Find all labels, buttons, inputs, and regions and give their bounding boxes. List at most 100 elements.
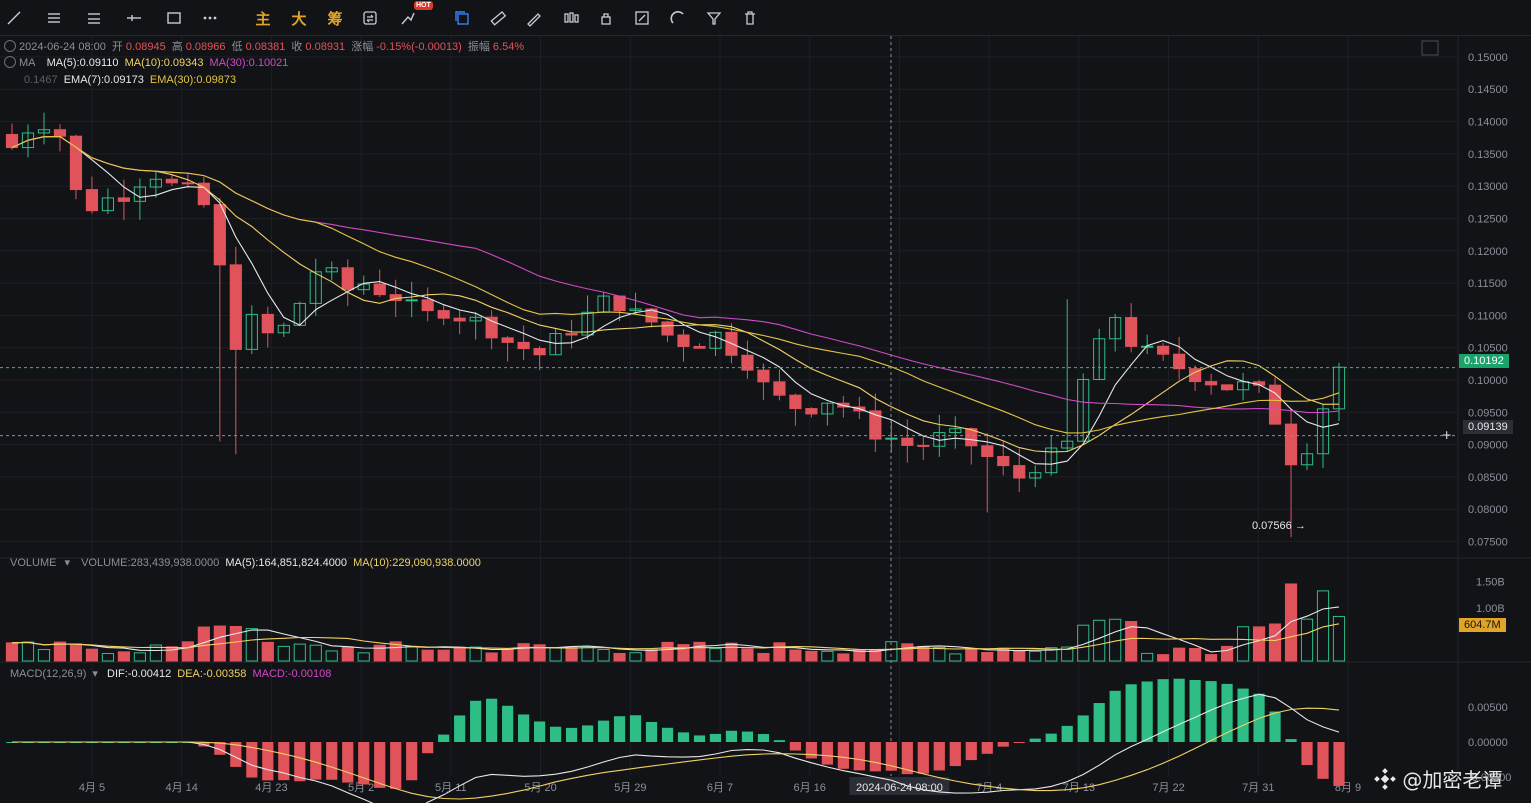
volume-bar: [1061, 646, 1074, 662]
open-value: 0.08945: [125, 41, 166, 53]
macd-bar: [1221, 683, 1233, 742]
change-value: -0.15%(-0.00013): [376, 41, 462, 53]
macd-bar: [885, 742, 897, 771]
volume-bar: [1284, 583, 1298, 662]
candle-body: [485, 316, 498, 339]
candles-icon[interactable]: [559, 6, 583, 30]
candle-body: [949, 428, 962, 434]
candle-body: [341, 267, 354, 291]
volume-bar: [309, 644, 322, 662]
volume-bar: [1093, 619, 1106, 662]
y-tick-label: 0.11000: [1468, 310, 1507, 322]
volume-bar: [565, 647, 578, 662]
macd-bar: [581, 725, 594, 742]
volume-bar: [293, 643, 306, 662]
macd-bar: [821, 742, 833, 765]
candle-body: [453, 317, 466, 322]
volume-bar: [149, 644, 162, 662]
macd-bar: [326, 742, 338, 780]
candle-body: [677, 334, 690, 347]
tool-hot-icon[interactable]: [396, 6, 420, 30]
dif-line: [12, 693, 1340, 803]
volume-ma10-line: [11, 623, 1340, 651]
volume-bar: [549, 647, 562, 662]
swap-icon[interactable]: [358, 6, 382, 30]
magnet-icon[interactable]: [666, 6, 690, 30]
macd-bar: [534, 721, 546, 742]
macd-bar: [1061, 725, 1073, 742]
rectangle-icon[interactable]: [162, 6, 186, 30]
big-order-tool[interactable]: 大: [291, 9, 307, 28]
ema-legend: 0.1467 EMA(7):0.09173 EMA(30):0.09873: [24, 74, 239, 86]
filter-icon[interactable]: [702, 6, 726, 30]
chip-tool[interactable]: 筹: [327, 9, 343, 28]
candle-body: [709, 331, 722, 349]
candle-body: [309, 271, 322, 304]
volume-bar: [1077, 624, 1090, 662]
candle-body: [245, 313, 258, 350]
volume-bar: [373, 644, 386, 662]
candle-body: [1013, 465, 1026, 479]
ruler-icon[interactable]: [486, 6, 510, 30]
macd-bar: [933, 742, 945, 771]
macd-bar: [1141, 681, 1153, 742]
amp-value: 6.54%: [492, 41, 525, 53]
edit-icon[interactable]: [630, 6, 654, 30]
dea-value: DEA:-0.00358: [177, 668, 247, 680]
volume-bar: [341, 646, 354, 662]
ma5-line: [11, 136, 1340, 465]
y-tick-label: 0.10500: [1468, 343, 1508, 355]
ema30-line: [11, 136, 1340, 434]
volume-bar: [805, 650, 818, 662]
volume-bar: [1332, 615, 1346, 662]
volume-bar: [613, 652, 626, 662]
eye-icon[interactable]: [4, 56, 16, 68]
main-chart-tool[interactable]: 主: [255, 9, 271, 28]
candlestick-chart[interactable]: 0.15000 0.14500 0.14000 0.13500 0.13000 0.125…: [0, 36, 1531, 803]
y-tick-label: 0.08500: [1468, 472, 1508, 484]
macd-bar: [613, 716, 626, 742]
volume-bar: [581, 646, 594, 662]
volume-bar: [389, 641, 402, 662]
candle-body: [373, 283, 386, 296]
volume-bar: [53, 641, 67, 662]
candle-body: [117, 197, 131, 202]
y-tick-label: 0.10000: [1468, 375, 1508, 387]
cross-line-icon[interactable]: [122, 6, 146, 30]
trend-line-icon[interactable]: [2, 6, 26, 30]
macd-bar: [1237, 688, 1249, 742]
trash-icon[interactable]: [738, 6, 762, 30]
macd-bar: [773, 740, 786, 742]
change-label: 涨幅: [351, 41, 374, 53]
eye-icon[interactable]: [4, 40, 16, 52]
volume-bar: [261, 641, 274, 662]
brush-icon[interactable]: [522, 6, 546, 30]
volume-legend: VOLUME ▾ VOLUME:283,439,938.0000 MA(5):16…: [10, 557, 481, 569]
parallel-lines-icon[interactable]: [82, 6, 106, 30]
macd-tick-label: 0.00000: [1468, 737, 1508, 749]
horizontal-lines-icon[interactable]: [42, 6, 66, 30]
macd-bar: [1205, 681, 1217, 742]
copy-icon[interactable]: [450, 6, 474, 30]
toolbar: 主 大 筹 HOT: [0, 0, 1531, 36]
y-tick-label: 0.12500: [1468, 213, 1508, 225]
y-tick-label: 0.11500: [1468, 278, 1507, 290]
volume-bar: [501, 648, 514, 662]
volume-bar: [245, 628, 258, 662]
ma30-value: MA(30):0.10021: [209, 57, 289, 69]
macd-bar: [262, 742, 274, 781]
macd-bar: [853, 742, 865, 771]
volume-bar: [885, 641, 898, 662]
x-tick-label: 7月 31: [1242, 782, 1274, 794]
hot-badge: HOT: [414, 1, 433, 10]
macd-bar: [518, 714, 530, 742]
candle-body: [1109, 317, 1122, 340]
lock-icon[interactable]: [594, 6, 618, 30]
macd-bar: [757, 734, 770, 742]
candle-body: [1268, 384, 1282, 425]
y-tick-label: 0.15000: [1468, 52, 1508, 64]
volume-bar: [1157, 654, 1170, 662]
macd-bar: [741, 731, 754, 742]
more-icon[interactable]: [198, 6, 222, 30]
candle-body: [1029, 472, 1042, 479]
